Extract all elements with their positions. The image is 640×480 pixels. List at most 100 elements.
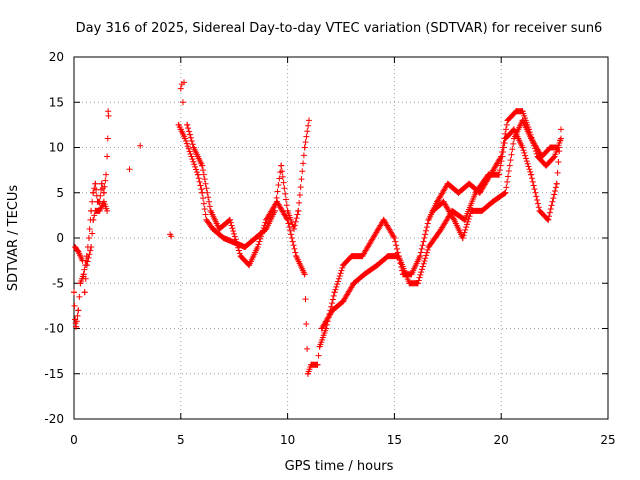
data-point: [177, 85, 184, 92]
data-point: [230, 228, 237, 235]
data-point: [459, 235, 466, 241]
data-point: [276, 175, 283, 182]
data-point: [291, 225, 298, 232]
data-point: [555, 144, 562, 151]
data-point: [73, 323, 80, 330]
data-point: [206, 203, 213, 210]
data-point: [185, 145, 192, 152]
data-point: [91, 212, 98, 219]
data-point: [391, 235, 398, 241]
data-point: [300, 152, 307, 159]
data-point: [504, 178, 511, 185]
data-point: [89, 198, 96, 205]
data-point: [305, 117, 312, 124]
data-point: [103, 171, 110, 178]
data-point: [260, 225, 267, 232]
data-point: [314, 361, 321, 368]
data-point: [425, 216, 432, 223]
data-point: [207, 207, 214, 214]
data-point: [521, 149, 528, 156]
data-point: [255, 241, 262, 248]
data-point: [100, 198, 107, 205]
data-point: [444, 180, 451, 187]
data-point: [81, 266, 88, 273]
data-point: [137, 142, 144, 149]
data-point: [547, 144, 554, 151]
data-point: [231, 233, 238, 240]
data-point: [336, 273, 343, 280]
data-point: [315, 352, 322, 359]
x-axis-label: GPS time / hours: [285, 459, 394, 474]
data-point: [478, 207, 485, 214]
data-point: [466, 213, 473, 220]
data-point: [451, 216, 458, 223]
data-point: [425, 244, 432, 251]
data-point: [534, 196, 541, 203]
data-point: [554, 169, 561, 176]
data-point: [329, 296, 336, 303]
data-point: [528, 175, 535, 182]
data-point: [500, 149, 507, 156]
data-point: [552, 187, 559, 194]
data-point: [438, 225, 445, 232]
data-point: [177, 126, 184, 133]
data-point: [258, 230, 265, 237]
y-axis-label: SDTVAR / TECUs: [6, 185, 21, 292]
data-point: [465, 215, 472, 222]
data-point: [282, 196, 289, 203]
data-point: [408, 271, 415, 278]
data-point: [85, 235, 92, 241]
data-point: [550, 195, 557, 202]
data-point: [450, 215, 457, 222]
data-point: [195, 175, 202, 182]
data-point: [318, 325, 325, 332]
data-point: [332, 286, 339, 293]
data-point: [429, 207, 436, 214]
y-axis-ticks: -20 -15 -10 -5 0 5 10 15 20: [44, 50, 608, 426]
data-point: [262, 219, 269, 226]
data-point: [502, 135, 509, 142]
data-point: [348, 253, 355, 260]
data-point: [184, 143, 191, 150]
data-point: [197, 182, 204, 189]
data-point: [90, 189, 97, 196]
data-point: [301, 271, 308, 278]
data-point: [235, 247, 242, 254]
data-point: [191, 161, 198, 168]
data-point: [504, 117, 511, 124]
data-point: [209, 225, 216, 232]
data-point: [259, 227, 266, 234]
data-point: [513, 108, 520, 115]
data-point: [193, 166, 200, 173]
data-point: [295, 207, 302, 214]
data-point: [390, 233, 397, 240]
data-point: [234, 241, 241, 248]
data-point: [422, 231, 429, 238]
data-point: [420, 238, 427, 245]
data-point: [525, 126, 532, 133]
data-point: [254, 244, 261, 251]
data-point: [419, 242, 426, 249]
data-point: [424, 220, 431, 227]
data-point: [532, 189, 539, 196]
data-point: [71, 289, 77, 296]
data-point: [293, 253, 300, 260]
data-point: [522, 152, 529, 159]
x-tick-label: 0: [70, 433, 78, 447]
x-tick-label: 15: [387, 433, 402, 447]
data-point: [201, 176, 208, 183]
data-point: [501, 139, 508, 146]
x-tick-label: 5: [177, 433, 185, 447]
data-point: [506, 162, 513, 169]
data-point: [299, 168, 306, 175]
data-point: [533, 193, 540, 200]
data-point: [198, 186, 205, 193]
data-point: [496, 171, 503, 178]
data-point: [274, 188, 281, 195]
data-point: [555, 158, 562, 165]
data-point: [380, 216, 387, 223]
data-point: [523, 158, 530, 165]
data-point: [340, 262, 347, 269]
data-point: [79, 257, 86, 264]
data-point: [100, 189, 107, 196]
